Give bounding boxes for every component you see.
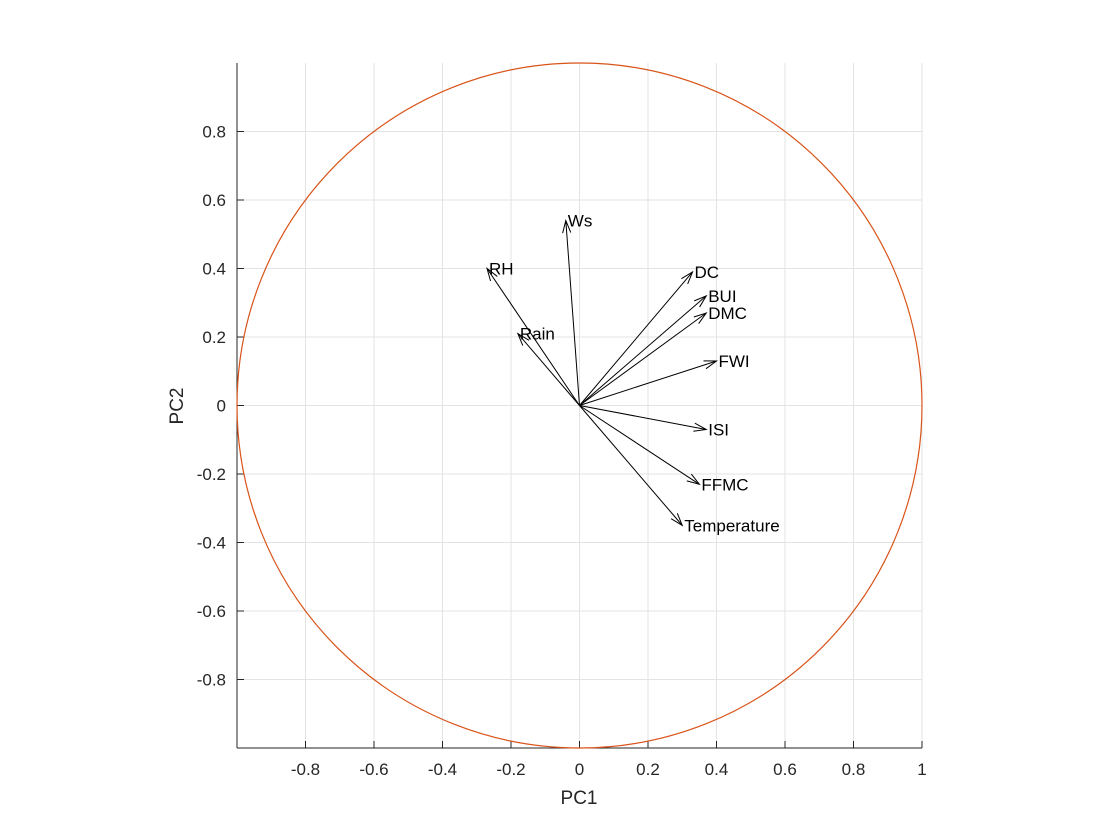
y-tick-labels: 0.8 0.6 0.4 0.2 0 -0.2 -0.4 -0.6 -0.8 xyxy=(197,123,226,690)
vector-arrowhead xyxy=(693,422,708,432)
vector-dmc: DMC xyxy=(579,304,747,406)
vector-ffmc: FFMC xyxy=(579,405,749,494)
y-tick-label: 0.2 xyxy=(202,328,226,347)
vector-line xyxy=(579,271,693,406)
unit-circle xyxy=(236,62,923,749)
vector-arrowhead xyxy=(694,294,708,308)
vector-label: RH xyxy=(489,260,514,279)
vector-label: FFMC xyxy=(701,475,748,494)
vector-arrowhead xyxy=(516,332,530,346)
y-tick-label: 0 xyxy=(217,397,226,416)
y-axis-label: PC2 xyxy=(167,388,188,425)
x-tick-label: -0.6 xyxy=(359,760,388,779)
y-tick-label: -0.4 xyxy=(197,534,226,553)
vector-line xyxy=(517,333,580,406)
vector-label: DC xyxy=(695,263,720,282)
vector-label: BUI xyxy=(708,287,736,306)
vector-rain: Rain xyxy=(516,325,580,406)
x-tick-label: 0 xyxy=(575,760,584,779)
vector-line xyxy=(486,268,580,406)
vector-arrowhead xyxy=(686,473,701,486)
vector-label: FWI xyxy=(719,352,750,371)
vector-label: ISI xyxy=(708,420,729,439)
x-axis-label: PC1 xyxy=(561,788,598,809)
x-tick-label: -0.8 xyxy=(291,760,320,779)
vector-fwi: FWI xyxy=(579,352,750,406)
y-tick-label: 0.8 xyxy=(202,123,226,142)
vector-arrowhead xyxy=(693,312,708,324)
vector-temperature: Temperature xyxy=(579,405,780,535)
y-tick-label: -0.2 xyxy=(197,465,226,484)
vector-label: Temperature xyxy=(684,516,779,535)
vector-label: Ws xyxy=(568,212,593,231)
y-tick-label: -0.6 xyxy=(197,602,226,621)
x-tick-labels: -0.8 -0.6 -0.4 -0.2 0 0.2 0.4 0.6 0.8 1 xyxy=(291,760,927,779)
vector-label: DMC xyxy=(708,304,747,323)
grid-lines xyxy=(237,63,923,748)
vector-arrowhead xyxy=(486,267,498,282)
vector-line xyxy=(579,405,700,485)
x-tick-label: -0.2 xyxy=(496,760,525,779)
x-tick-label: 0.4 xyxy=(705,760,729,779)
vector-arrowhead xyxy=(703,360,719,370)
vector-arrowhead xyxy=(562,218,572,234)
vector-line xyxy=(565,220,580,406)
vector-line xyxy=(579,312,707,406)
vector-line xyxy=(579,295,707,406)
vector-rh: RH xyxy=(486,260,580,406)
y-tick-label: 0.6 xyxy=(202,191,226,210)
x-tick-label: -0.4 xyxy=(428,760,457,779)
vector-dc: DC xyxy=(579,263,720,406)
vector-label: Rain xyxy=(520,325,555,344)
vector-line xyxy=(579,405,683,526)
vector-arrowhead xyxy=(670,513,684,527)
x-tick-label: 1 xyxy=(917,760,926,779)
y-tick-label: 0.4 xyxy=(202,260,226,279)
vector-ws: Ws xyxy=(562,212,593,406)
x-tick-label: 0.6 xyxy=(773,760,797,779)
vector-line xyxy=(579,405,707,430)
vector-line xyxy=(579,360,717,406)
vector-arrowhead xyxy=(681,270,694,285)
vector-isi: ISI xyxy=(579,405,729,439)
y-tick-label: -0.8 xyxy=(197,671,226,690)
x-tick-label: 0.2 xyxy=(636,760,660,779)
vector-bui: BUI xyxy=(579,287,737,406)
x-tick-label: 0.8 xyxy=(842,760,866,779)
